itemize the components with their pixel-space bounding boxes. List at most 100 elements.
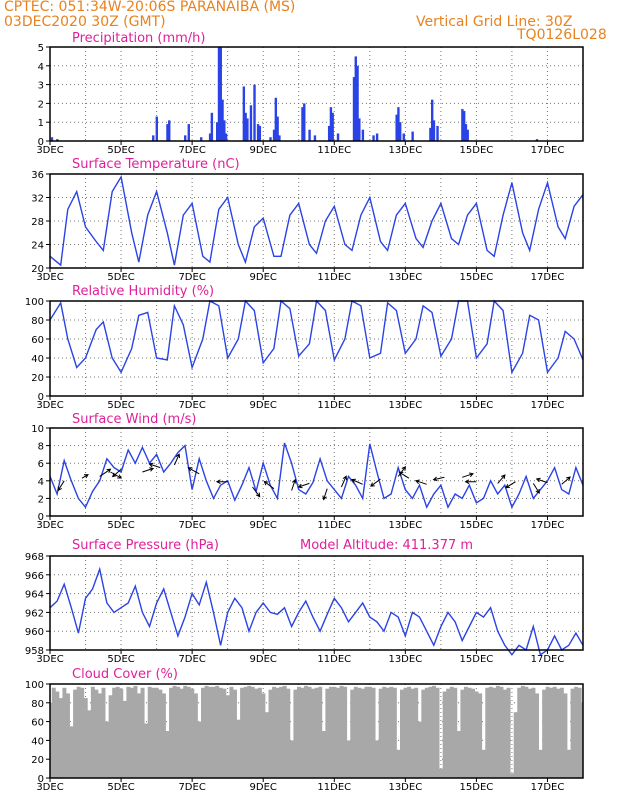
precip-bar xyxy=(375,133,379,141)
cloud-bar xyxy=(556,688,561,778)
precip-bar xyxy=(436,125,439,141)
precip-bar xyxy=(272,129,276,141)
x-tick-label: 17DEC xyxy=(531,400,565,411)
x-tick-label: 3DEC xyxy=(36,654,63,665)
precip-bar xyxy=(269,137,272,141)
x-tick-label: 7DEC xyxy=(178,520,205,531)
x-tick-label: 9DEC xyxy=(250,520,277,531)
cloud-bar xyxy=(488,686,493,778)
cloud-bar xyxy=(147,686,152,778)
panel-frame xyxy=(49,683,584,779)
cloud-bar xyxy=(161,693,166,778)
cloud-bar xyxy=(396,749,401,778)
x-tick-label: 9DEC xyxy=(250,145,277,156)
y-tick-label: 5 xyxy=(38,43,44,54)
cloud-bar xyxy=(371,687,376,778)
precip-bar xyxy=(278,135,281,141)
cloud-bar xyxy=(428,686,433,778)
cloud-bar xyxy=(201,687,205,778)
panel-1: 0 1 2 3 4 5 3DEC 5DEC 7DEC 9DEC 11DEC 13DEC 15DEC 17D… xyxy=(36,31,584,156)
x-tick-label: 13DEC xyxy=(388,400,422,411)
precip-bar xyxy=(244,112,247,141)
y-tick-label: 32 xyxy=(31,194,44,205)
precip-bar xyxy=(327,125,331,141)
y-tick-label: 968 xyxy=(25,552,44,563)
precip-bar xyxy=(464,124,468,141)
y-tick-label: 0 xyxy=(38,392,44,403)
cloud-bar xyxy=(80,687,85,778)
header-code: TQ0126L028 xyxy=(517,27,607,43)
panel-6: 0 20 40 60 80 100 3DEC 5DEC 7DEC 9DEC 11DEC 13DEC 15… xyxy=(25,667,584,793)
x-tick-label: 7DEC xyxy=(178,145,205,156)
cloud-bar xyxy=(211,686,216,778)
x-tick-label: 15DEC xyxy=(460,654,494,665)
cloud-bar xyxy=(108,695,113,778)
wind-arrow xyxy=(99,468,112,477)
cloud-bar xyxy=(151,687,156,778)
precip-bar xyxy=(208,133,212,141)
cloud-bar xyxy=(332,686,337,778)
cloud-bar xyxy=(289,740,294,778)
cloud-bar xyxy=(193,693,198,778)
cloud-bar xyxy=(513,712,518,778)
cloud-bar xyxy=(97,693,102,778)
precip-bar xyxy=(249,105,253,141)
cloud-bar xyxy=(250,686,255,778)
y-tick-label: 60 xyxy=(31,335,44,346)
y-tick-label: 0 xyxy=(38,137,44,148)
y-tick-label: 40 xyxy=(31,354,44,365)
series-line xyxy=(49,566,584,656)
precip-bar xyxy=(329,107,333,141)
cloud-bar xyxy=(126,686,131,778)
x-tick-label: 7DEC xyxy=(178,654,205,665)
cloud-bar xyxy=(392,687,397,778)
wind-arrow xyxy=(340,475,347,488)
x-tick-label: 3DEC xyxy=(36,145,63,156)
cloud-bar xyxy=(243,686,248,778)
cloud-bar xyxy=(449,686,454,778)
x-tick-label: 7DEC xyxy=(178,400,205,411)
cloud-bar xyxy=(204,685,209,778)
precip-bar xyxy=(352,77,356,141)
cloud-bar xyxy=(222,688,227,778)
wind-arrow xyxy=(464,479,477,485)
cloud-bar xyxy=(218,687,223,778)
precip-bar xyxy=(535,139,539,141)
x-tick-label: 7DEC xyxy=(178,272,205,283)
panel-title: Surface Pressure (hPa) xyxy=(72,538,219,553)
precip-bar xyxy=(224,133,228,141)
cloud-bar xyxy=(336,687,340,778)
header-source: CPTEC: 051:34W-20:06S PARANAIBA (MS) xyxy=(4,0,296,15)
y-tick-label: 4 xyxy=(38,477,44,488)
series-line xyxy=(49,299,584,375)
x-tick-label: 9DEC xyxy=(250,654,277,665)
wind-arrow xyxy=(462,472,474,478)
panel-frame xyxy=(49,555,584,651)
precip-bar xyxy=(354,56,357,141)
cloud-bar xyxy=(129,687,134,778)
precip-bar xyxy=(462,110,466,141)
cloud-bar xyxy=(439,768,444,778)
wind-arrow xyxy=(350,478,363,485)
precip-bar xyxy=(372,135,375,141)
wind-arrow xyxy=(110,471,123,479)
precip-bar xyxy=(168,120,171,141)
cloud-bar xyxy=(360,688,365,778)
precip-bar xyxy=(308,129,311,141)
wind-arrow xyxy=(532,483,540,494)
precip-bar xyxy=(466,129,469,141)
y-tick-label: 8 xyxy=(38,442,44,453)
cloud-bar xyxy=(542,689,547,778)
y-tick-label: 28 xyxy=(31,217,44,228)
x-tick-label: 13DEC xyxy=(388,145,422,156)
panel-title: Cloud Cover (%) xyxy=(72,667,178,682)
x-tick-label: 9DEC xyxy=(250,400,277,411)
x-tick-label: 11DEC xyxy=(317,782,351,793)
cloud-bar xyxy=(311,688,316,778)
wind-arrow xyxy=(535,477,548,484)
cloud-bar xyxy=(275,687,280,778)
cloud-bar xyxy=(254,688,259,778)
cloud-bar xyxy=(375,740,380,778)
cloud-bar xyxy=(442,691,447,778)
y-tick-label: 6 xyxy=(38,459,44,470)
